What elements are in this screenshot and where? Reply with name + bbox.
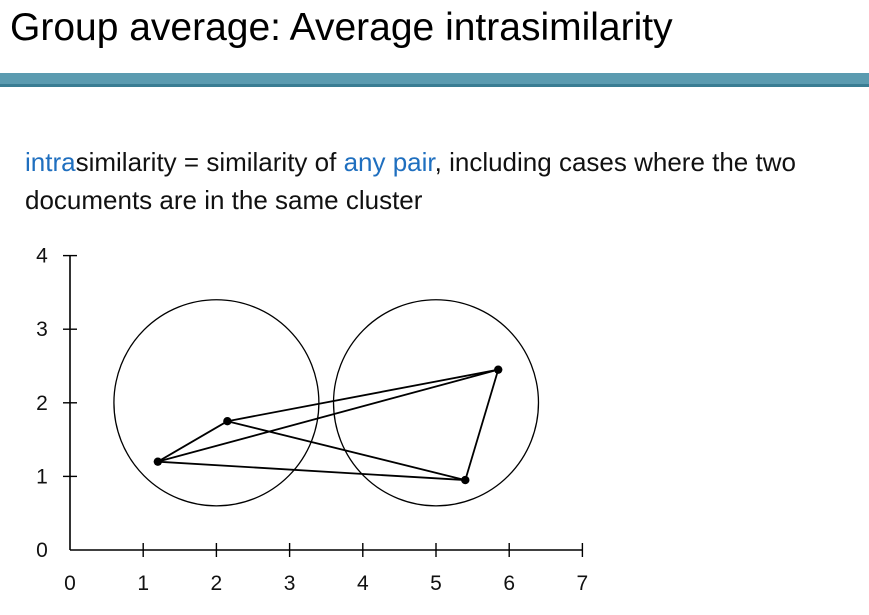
document-point bbox=[461, 475, 470, 485]
pair-edge bbox=[157, 368, 499, 463]
slide-title: Group average: Average intrasimilarity bbox=[10, 6, 673, 49]
title-divider bbox=[0, 73, 869, 87]
pair-edge bbox=[227, 368, 499, 423]
y-tick-label: 0 bbox=[36, 539, 48, 562]
pair-edge bbox=[157, 420, 228, 463]
cluster-circle bbox=[332, 299, 540, 507]
x-tick-label: 3 bbox=[284, 572, 296, 595]
term-rest: similarity bbox=[75, 147, 177, 177]
definition-part-1: = similarity of bbox=[176, 147, 344, 177]
definition-part-2: , including cases where the two document… bbox=[25, 147, 796, 215]
pair-edge bbox=[464, 369, 500, 481]
document-point bbox=[223, 417, 232, 426]
x-tick-label: 1 bbox=[137, 572, 149, 595]
x-tick-label: 7 bbox=[577, 572, 589, 595]
axes: 0 1 2 3 4 5 6 7 0 1 2 3 4 bbox=[36, 245, 588, 595]
accent-phrase: any pair bbox=[343, 147, 435, 177]
y-tick-label: 2 bbox=[36, 392, 48, 415]
cluster-circle bbox=[113, 299, 320, 507]
definition-text: intrasimilarity = similarity of any pair… bbox=[25, 143, 860, 219]
x-tick-label: 4 bbox=[357, 572, 369, 595]
x-tick-label: 5 bbox=[430, 572, 442, 595]
pair-edges bbox=[157, 368, 500, 481]
y-tick-label: 3 bbox=[36, 318, 48, 341]
x-tick-label: 0 bbox=[64, 572, 76, 595]
x-tick-label: 2 bbox=[211, 572, 223, 595]
document-points bbox=[153, 365, 503, 485]
document-point bbox=[153, 457, 163, 466]
pair-edge bbox=[227, 420, 466, 481]
term-accent: intra bbox=[25, 147, 76, 177]
document-point bbox=[494, 365, 503, 374]
y-tick-label: 4 bbox=[36, 245, 48, 268]
cluster-circles bbox=[113, 299, 540, 507]
pair-edge bbox=[157, 460, 466, 481]
x-tick-label: 6 bbox=[503, 572, 515, 595]
y-tick-label: 1 bbox=[36, 465, 48, 488]
